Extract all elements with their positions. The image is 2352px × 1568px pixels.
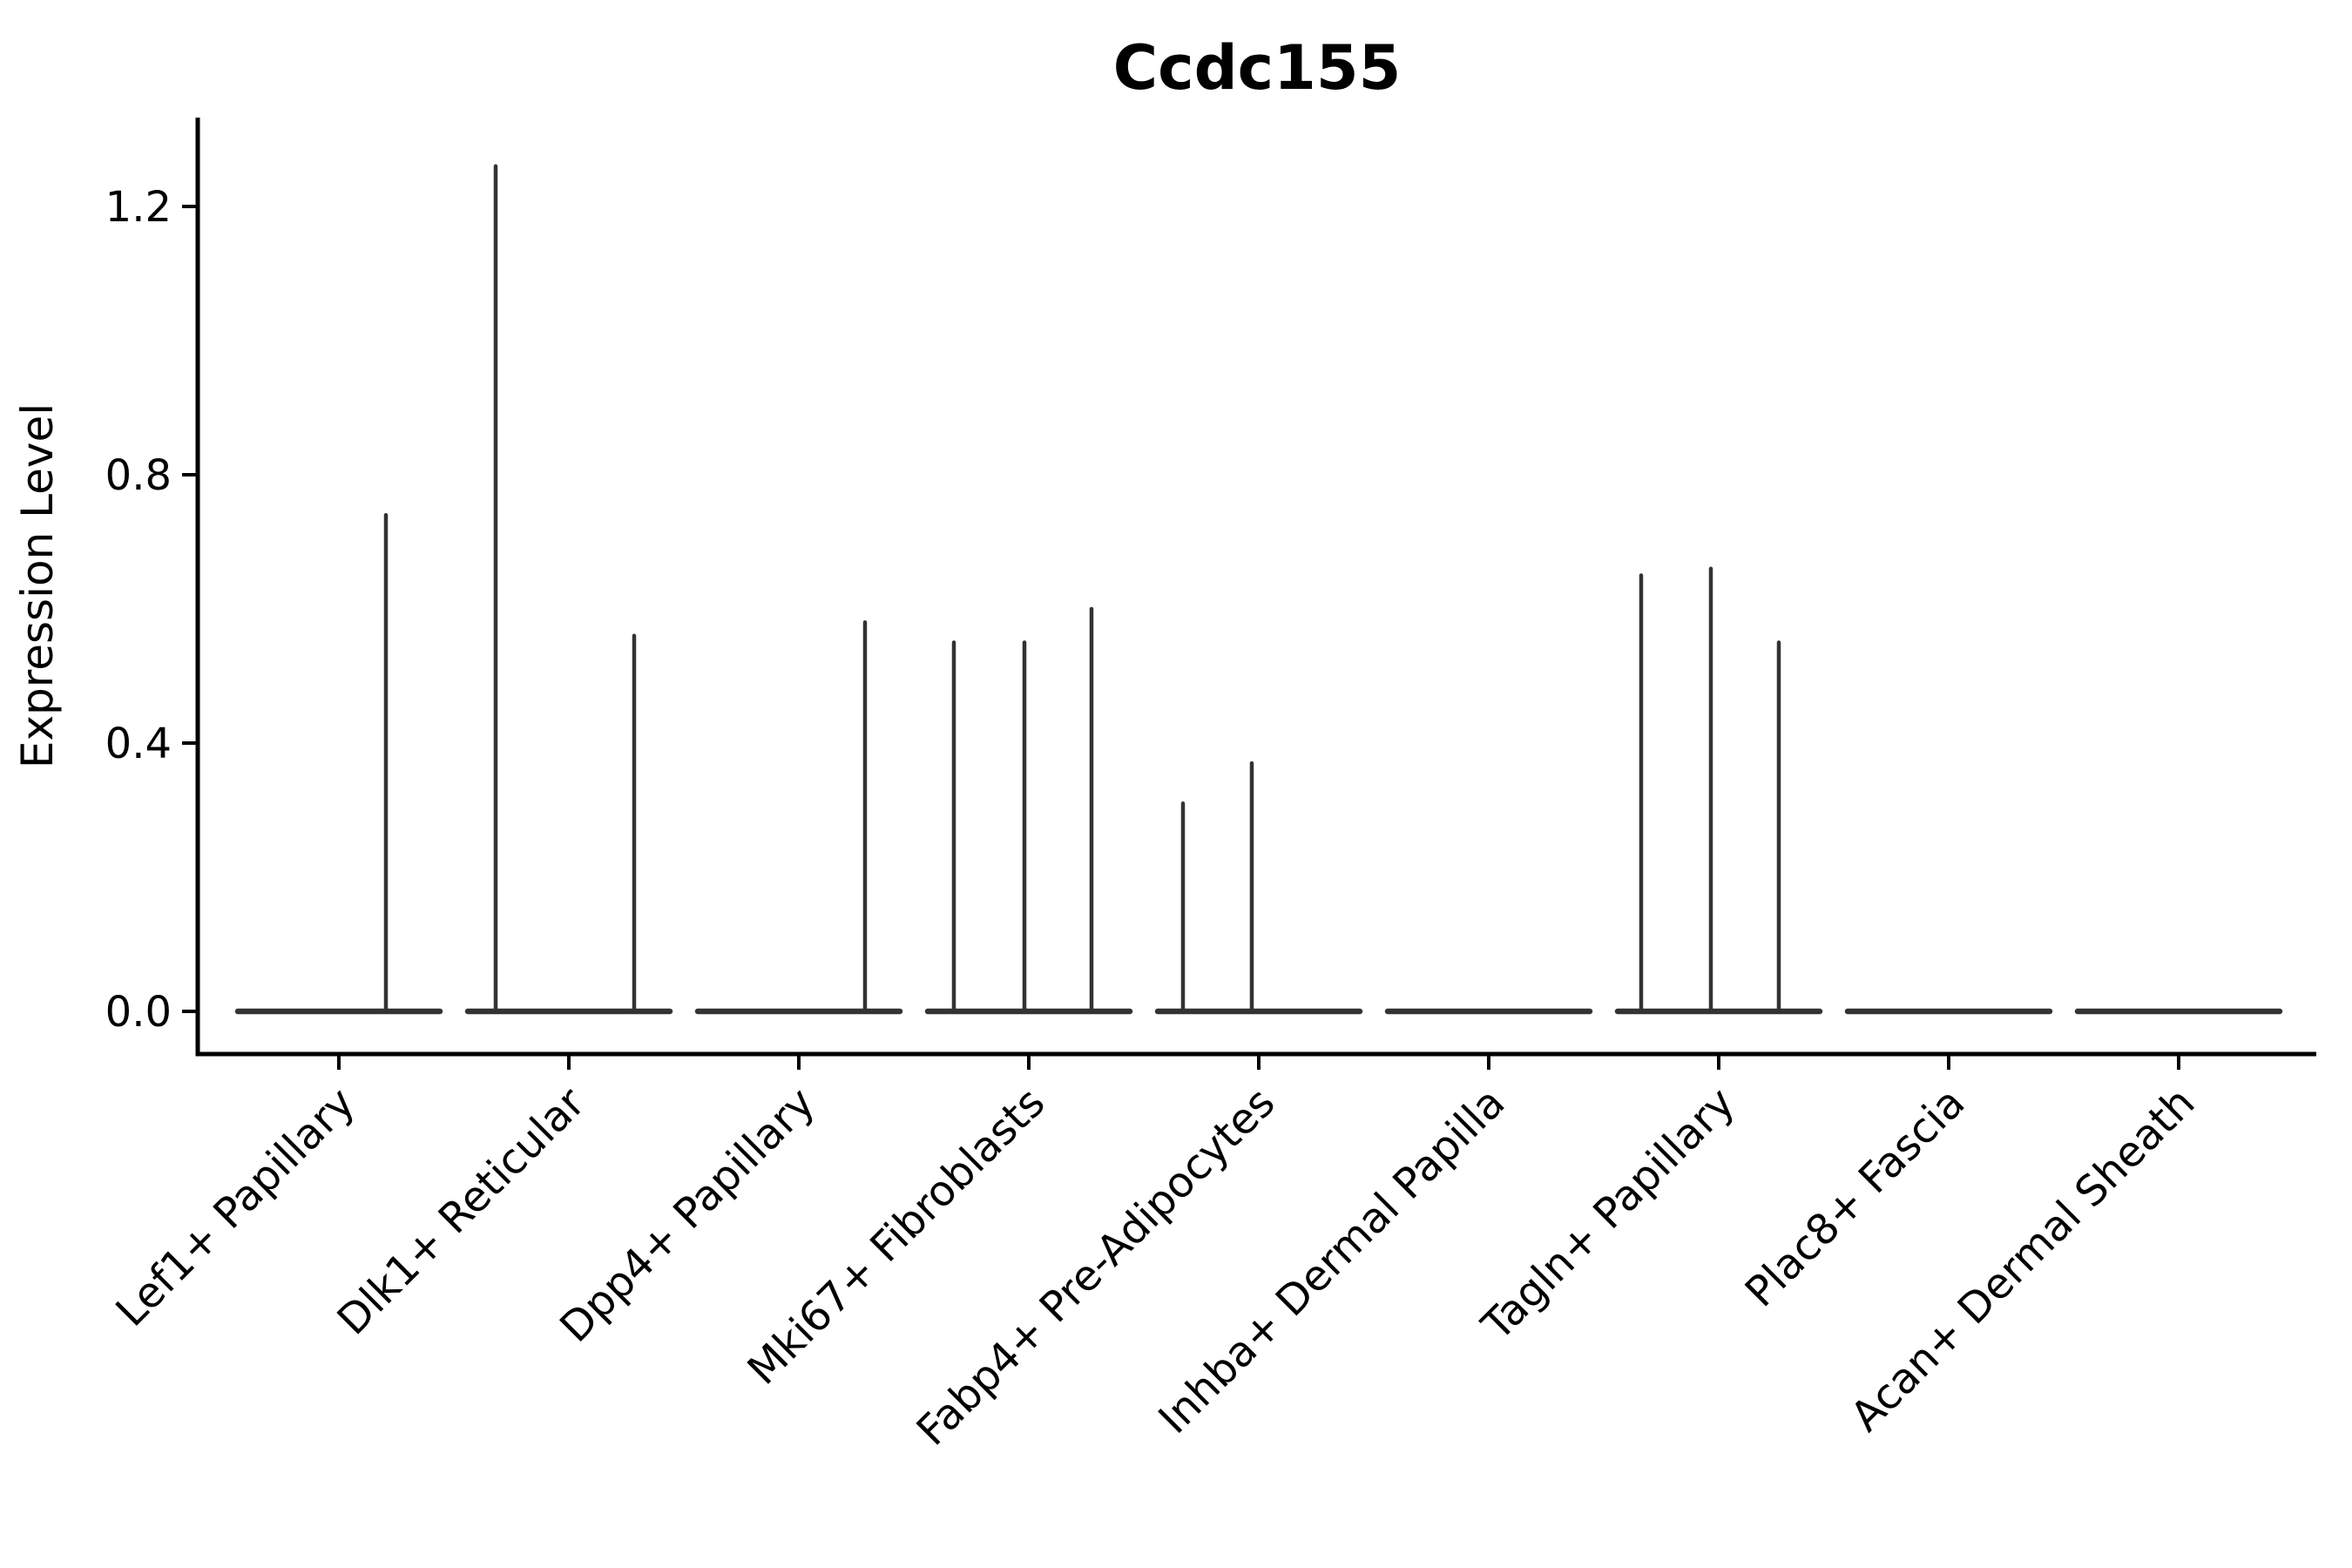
x-tick-label: Plac8+ Fascia: [1736, 1078, 1975, 1317]
x-tick-label: Dlk1+ Reticular: [328, 1078, 595, 1345]
y-tick-label: 0.8: [105, 451, 172, 500]
y-tick-label: 0.4: [105, 720, 172, 768]
chart-title: Ccdc155: [1113, 32, 1402, 104]
x-tick-label: Dpp4+ Papillary: [551, 1078, 824, 1352]
y-tick-label: 0.0: [105, 988, 172, 1037]
x-tick-label: Lef1+ Papillary: [106, 1078, 364, 1336]
x-tick-label: Tagln+ Papillary: [1472, 1078, 1744, 1350]
y-axis-title: Expression Level: [12, 403, 63, 768]
y-tick-label: 1.2: [105, 183, 172, 232]
